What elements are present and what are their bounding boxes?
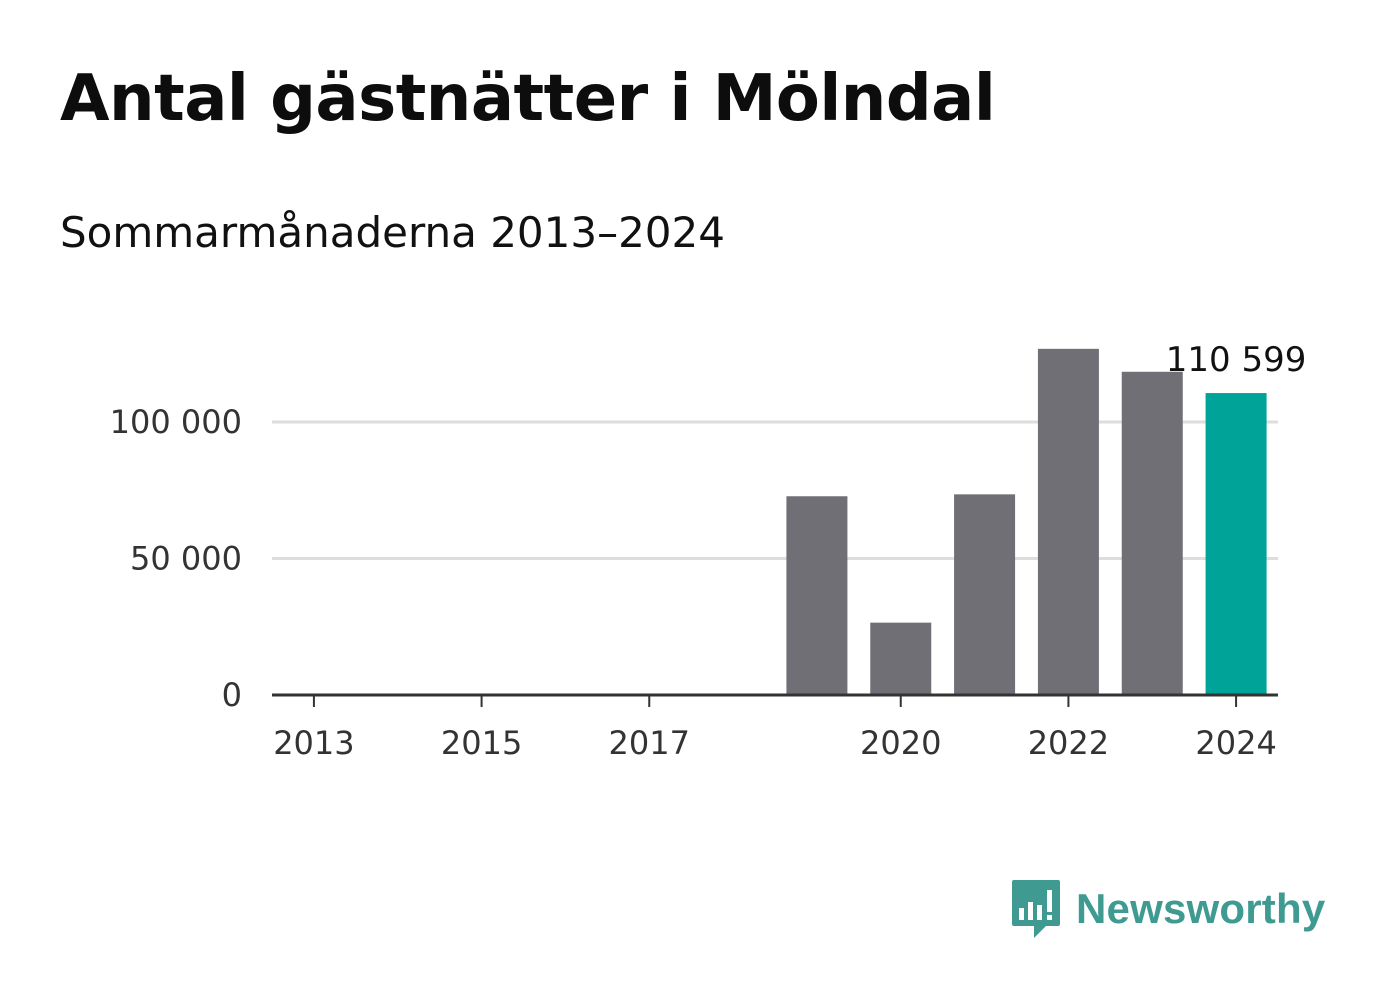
bar-2019 (786, 496, 848, 695)
newsworthy-logo-icon (1012, 880, 1060, 938)
x-tick-label: 2020 (860, 724, 941, 762)
labels: 0 50 000 100 000 2013 2015 2017 2020 2022 2024 11… (110, 340, 1307, 762)
y-tick-label: 50 000 (130, 540, 242, 578)
x-axis (272, 693, 1278, 707)
chart-subtitle: Sommarmånaderna 2013–2024 (60, 208, 725, 257)
bar-2021 (954, 494, 1016, 695)
x-tick-label: 2015 (441, 724, 522, 762)
bar-2020 (870, 622, 932, 695)
y-tick-label: 0 (222, 676, 242, 714)
grid-lines (272, 420, 1278, 560)
brand-name: Newsworthy (1076, 885, 1326, 932)
x-tick-label: 2024 (1195, 724, 1276, 762)
bar-2023 (1121, 371, 1183, 695)
x-tick-label: 2022 (1028, 724, 1109, 762)
bars (786, 348, 1267, 695)
x-tick-label: 2017 (609, 724, 690, 762)
chart-title: Antal gästnätter i Mölndal (60, 62, 996, 136)
x-tick-label: 2013 (273, 724, 354, 762)
bar-2024 (1205, 393, 1267, 695)
brand-logo: Newsworthy (1010, 876, 1325, 942)
bar-2022 (1037, 348, 1099, 695)
y-tick-label: 100 000 (110, 403, 242, 441)
data-label: 110 599 (1166, 340, 1307, 380)
